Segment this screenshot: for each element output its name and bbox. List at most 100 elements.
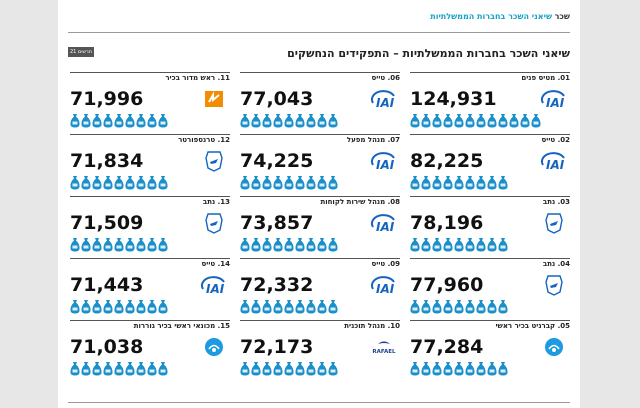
job-title: 02. טייס — [541, 136, 570, 144]
money-bag-icon — [454, 299, 464, 314]
money-bag-icon — [531, 113, 541, 128]
money-bag-icon — [136, 237, 146, 252]
airports-authority-logo — [200, 212, 228, 234]
money-bags-row — [240, 361, 338, 376]
money-bag-icon — [158, 361, 168, 376]
money-bag-icon — [114, 175, 124, 190]
money-bag-icon — [465, 237, 475, 252]
money-bags-row — [70, 361, 168, 376]
svg-text:IAI: IAI — [376, 158, 395, 172]
money-bag-icon — [410, 113, 420, 128]
money-bag-icon — [328, 113, 338, 128]
salary-value: 72,332 — [240, 274, 314, 296]
job-title: 13. נתב — [202, 198, 230, 206]
money-bag-icon — [421, 113, 431, 128]
money-bag-icon — [487, 299, 497, 314]
job-title: 10. מנהל תוכנית — [344, 322, 400, 330]
money-bag-icon — [410, 175, 420, 190]
money-bag-icon — [509, 113, 519, 128]
section-title: שכר — [554, 12, 570, 21]
money-bag-icon — [240, 237, 250, 252]
money-bag-icon — [251, 237, 261, 252]
salary-card: 10. מנהל תוכנית 72,173 RAFAEL — [240, 320, 400, 378]
money-bag-icon — [240, 113, 250, 128]
iai-logo: IAI — [370, 212, 398, 234]
money-bag-icon — [273, 175, 283, 190]
money-bag-icon — [443, 113, 453, 128]
salary-value: 73,857 — [240, 212, 314, 234]
job-title: 04. נתב — [542, 260, 570, 268]
money-bag-icon — [295, 237, 305, 252]
money-bags-row — [410, 299, 508, 314]
money-bag-icon — [92, 175, 102, 190]
money-bag-icon — [487, 113, 497, 128]
airports-authority-logo — [540, 274, 568, 296]
money-bag-icon — [81, 175, 91, 190]
money-bag-icon — [273, 237, 283, 252]
money-bags-row — [70, 237, 168, 252]
money-bag-icon — [432, 361, 442, 376]
salary-card: 06. טייס 77,043 IAI — [240, 72, 400, 130]
salary-card: 01. מטיס פנים 124,931 IAI — [410, 72, 570, 130]
job-title: 01. מטיס פנים — [521, 74, 570, 82]
salary-value: 77,043 — [240, 88, 314, 110]
money-bag-icon — [147, 361, 157, 376]
money-bag-icon — [103, 299, 113, 314]
money-bag-icon — [410, 237, 420, 252]
breadcrumb[interactable]: שיאני השכר בחברות הממשלתיות — [430, 12, 553, 21]
money-bag-icon — [251, 299, 261, 314]
job-title: 11. ראש מדור בכיר — [165, 74, 230, 82]
money-bag-icon — [114, 361, 124, 376]
salary-card: 12. טרנספורטר 71,834 — [70, 134, 230, 192]
iai-logo: IAI — [370, 88, 398, 110]
salary-card: 04. נתב 77,960 — [410, 258, 570, 316]
money-bag-icon — [295, 113, 305, 128]
money-bag-icon — [328, 361, 338, 376]
money-bag-icon — [81, 113, 91, 128]
money-bag-icon — [295, 175, 305, 190]
money-bag-icon — [498, 175, 508, 190]
page-title: שיאני השכר בחברות הממשלתיות – התפקידים ה… — [287, 47, 570, 60]
money-bag-icon — [262, 299, 272, 314]
money-bag-icon — [92, 361, 102, 376]
money-bag-icon — [70, 299, 80, 314]
money-bag-icon — [262, 113, 272, 128]
electric-company-logo — [200, 88, 228, 110]
report-page: שכר שיאני השכר בחברות הממשלתיות תרשים 21… — [58, 0, 580, 408]
money-bag-icon — [306, 113, 316, 128]
money-bags-row — [70, 175, 168, 190]
money-bag-icon — [432, 237, 442, 252]
money-bag-icon — [92, 299, 102, 314]
money-bag-icon — [70, 113, 80, 128]
salary-value: 71,509 — [70, 212, 144, 234]
money-bag-icon — [262, 361, 272, 376]
money-bag-icon — [306, 237, 316, 252]
svg-text:IAI: IAI — [546, 96, 565, 110]
airports-authority-logo — [540, 212, 568, 234]
money-bag-icon — [240, 361, 250, 376]
money-bag-icon — [317, 361, 327, 376]
money-bag-icon — [240, 175, 250, 190]
salary-card: 13. נתב 71,509 — [70, 196, 230, 254]
iai-logo: IAI — [370, 150, 398, 172]
money-bag-icon — [284, 299, 294, 314]
chart-number-badge: תרשים 21 — [68, 47, 94, 57]
money-bag-icon — [251, 175, 261, 190]
airports-authority-logo — [200, 150, 228, 172]
money-bag-icon — [70, 361, 80, 376]
svg-text:RAFAEL: RAFAEL — [372, 349, 396, 355]
money-bag-icon — [443, 361, 453, 376]
money-bag-icon — [103, 113, 113, 128]
job-title: 15. מכונאי ראשי בכיר גוררות — [133, 322, 230, 330]
money-bag-icon — [476, 299, 486, 314]
money-bag-icon — [454, 361, 464, 376]
money-bag-icon — [454, 113, 464, 128]
money-bag-icon — [136, 175, 146, 190]
money-bag-icon — [136, 299, 146, 314]
money-bag-icon — [432, 299, 442, 314]
money-bag-icon — [487, 175, 497, 190]
money-bags-row — [240, 113, 338, 128]
money-bag-icon — [295, 361, 305, 376]
money-bag-icon — [125, 237, 135, 252]
page-header: שכר שיאני השכר בחברות הממשלתיות — [68, 12, 570, 33]
